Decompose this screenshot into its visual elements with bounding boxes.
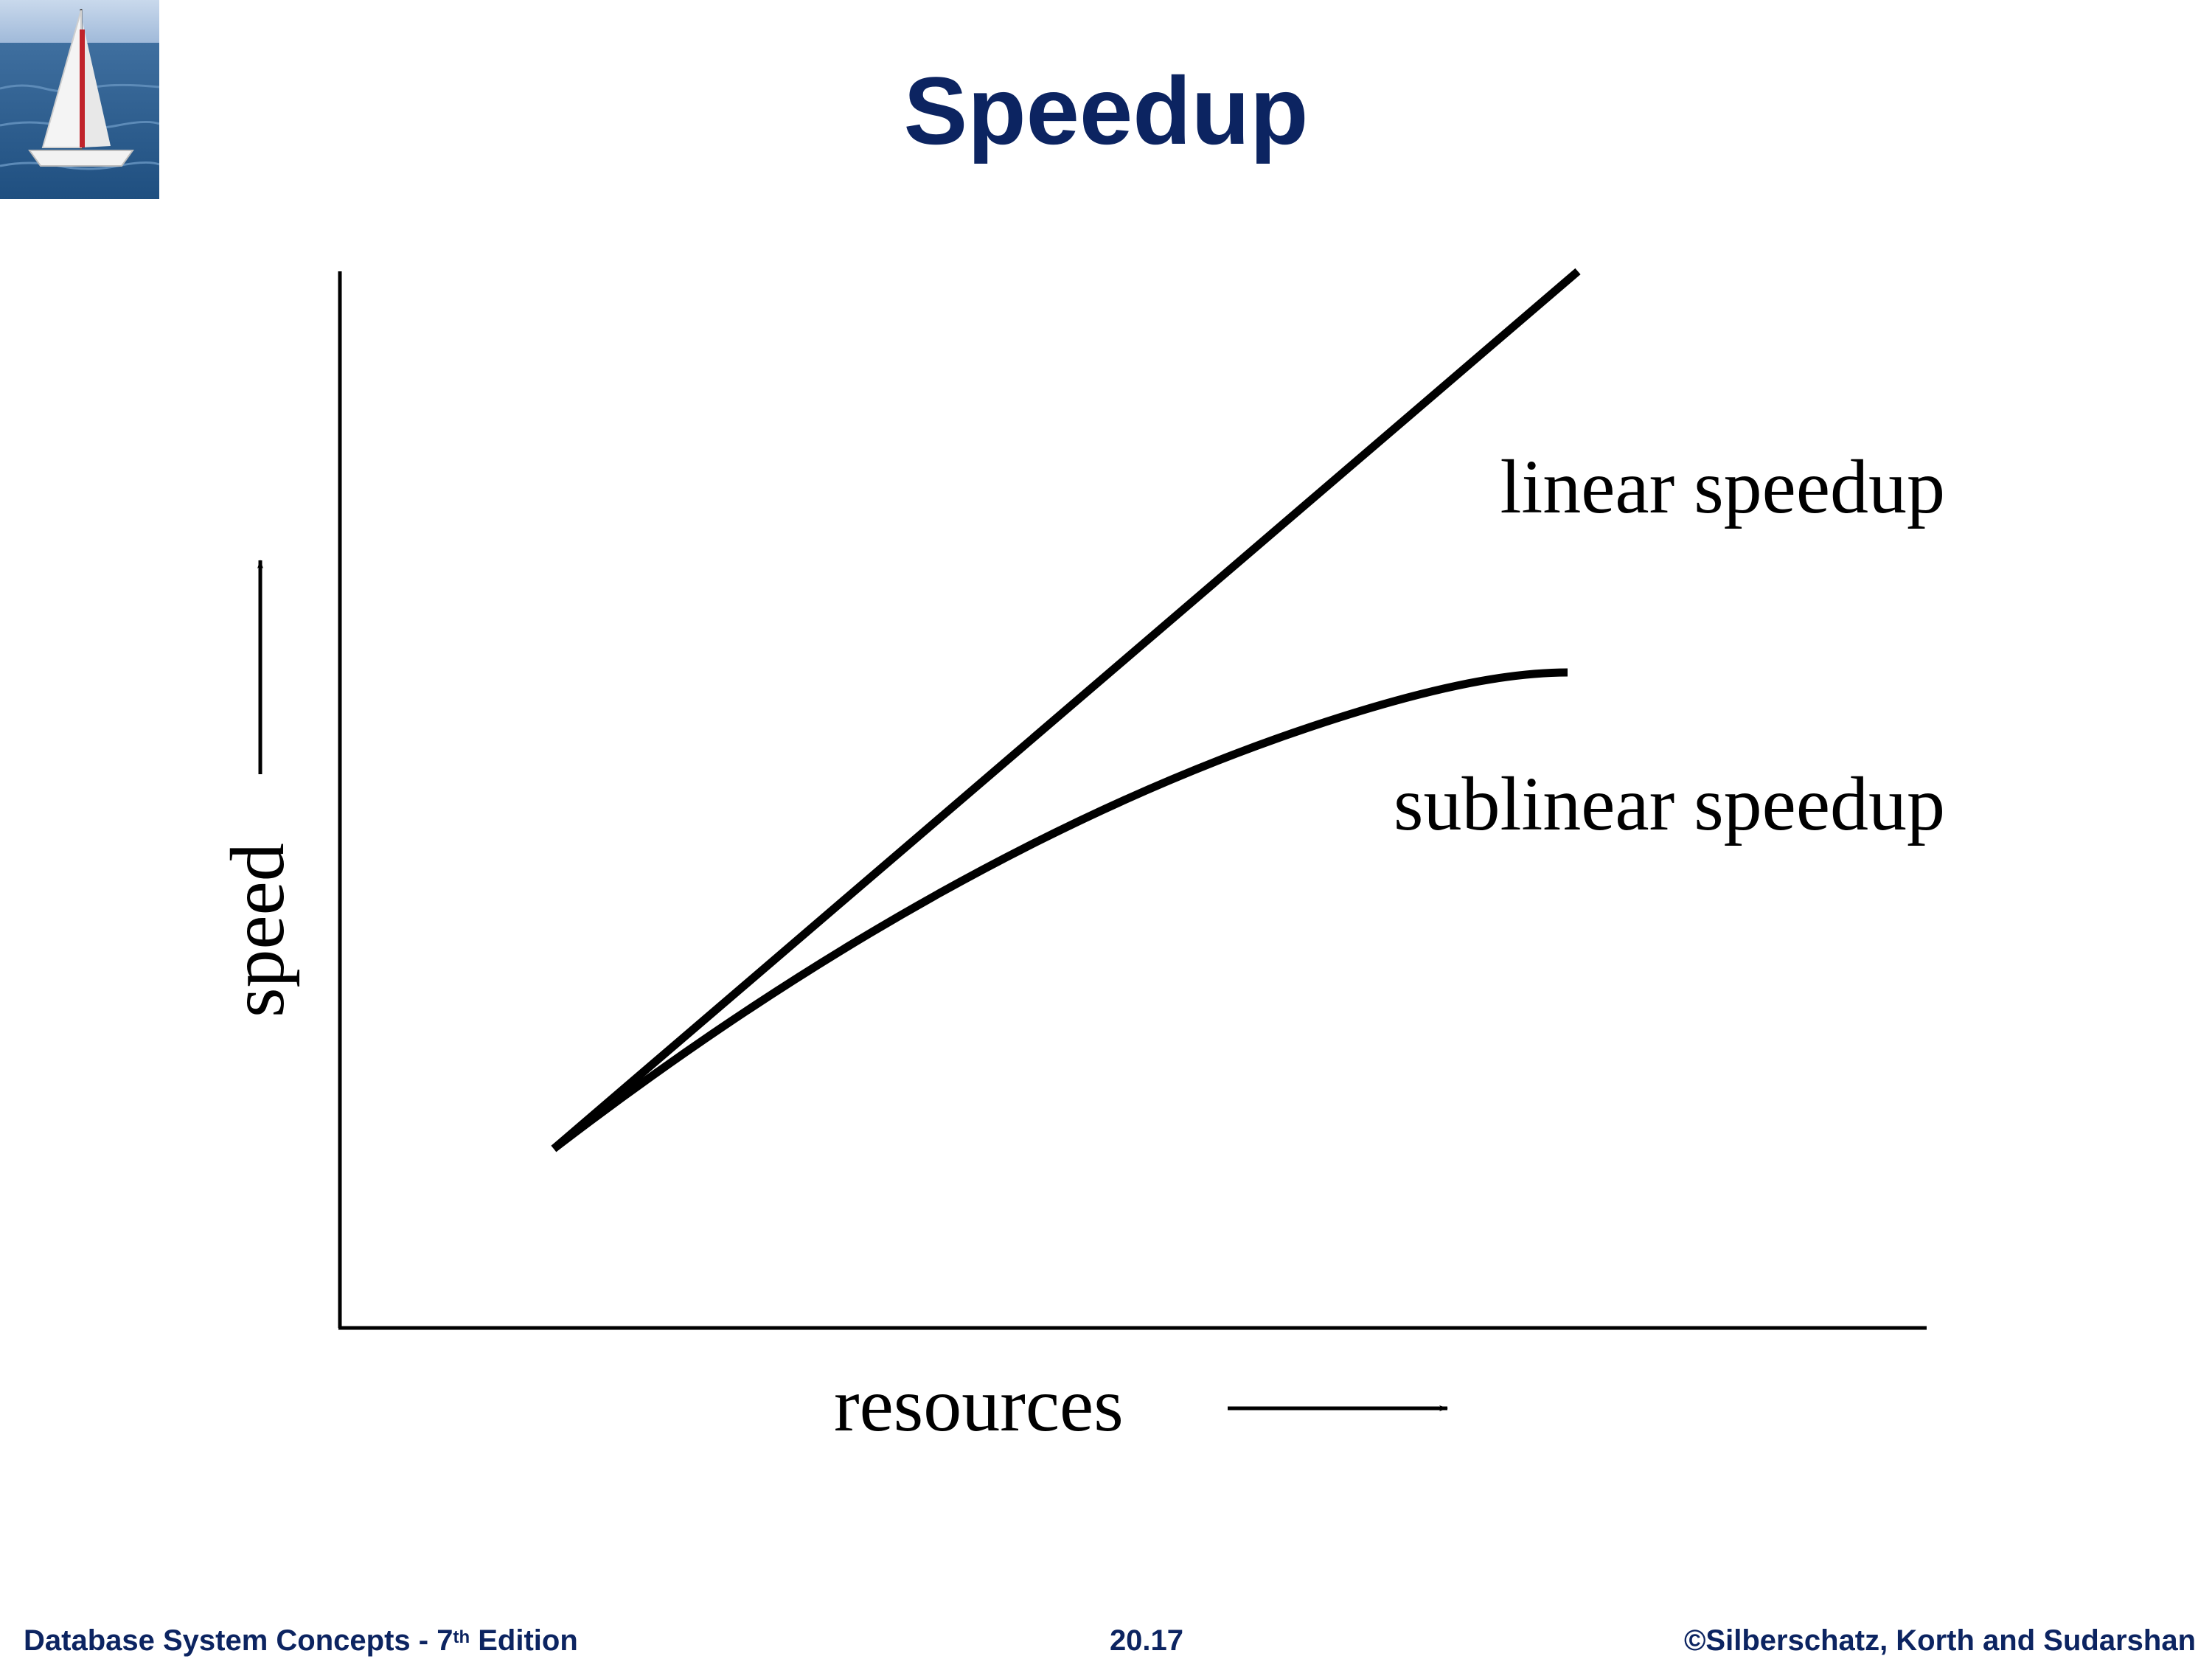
page-title: Speedup [903,57,1309,164]
sublinear-speedup-label: sublinear speedup [1394,762,1945,846]
x-axis-label: resources [834,1363,1124,1447]
linear-speedup-line [551,268,1581,1152]
footer-book-title: Database System Concepts - 7th Edition [24,1622,578,1659]
y-axis-label: speed [215,843,300,1018]
footer-book-title-text: Database System Concepts - 7 [24,1624,453,1657]
linear-speedup-label: linear speedup [1500,445,1945,529]
footer-slide-number: 20.17 [1109,1624,1184,1657]
footer-edition-word: Edition [470,1624,578,1657]
footer-edition-superscript: th [453,1627,470,1647]
footer-copyright: ©Silberschatz, Korth and Sudarshan [1683,1624,2196,1657]
sublinear-speedup-curve [551,668,1568,1152]
sailboat-logo-icon [0,0,159,199]
